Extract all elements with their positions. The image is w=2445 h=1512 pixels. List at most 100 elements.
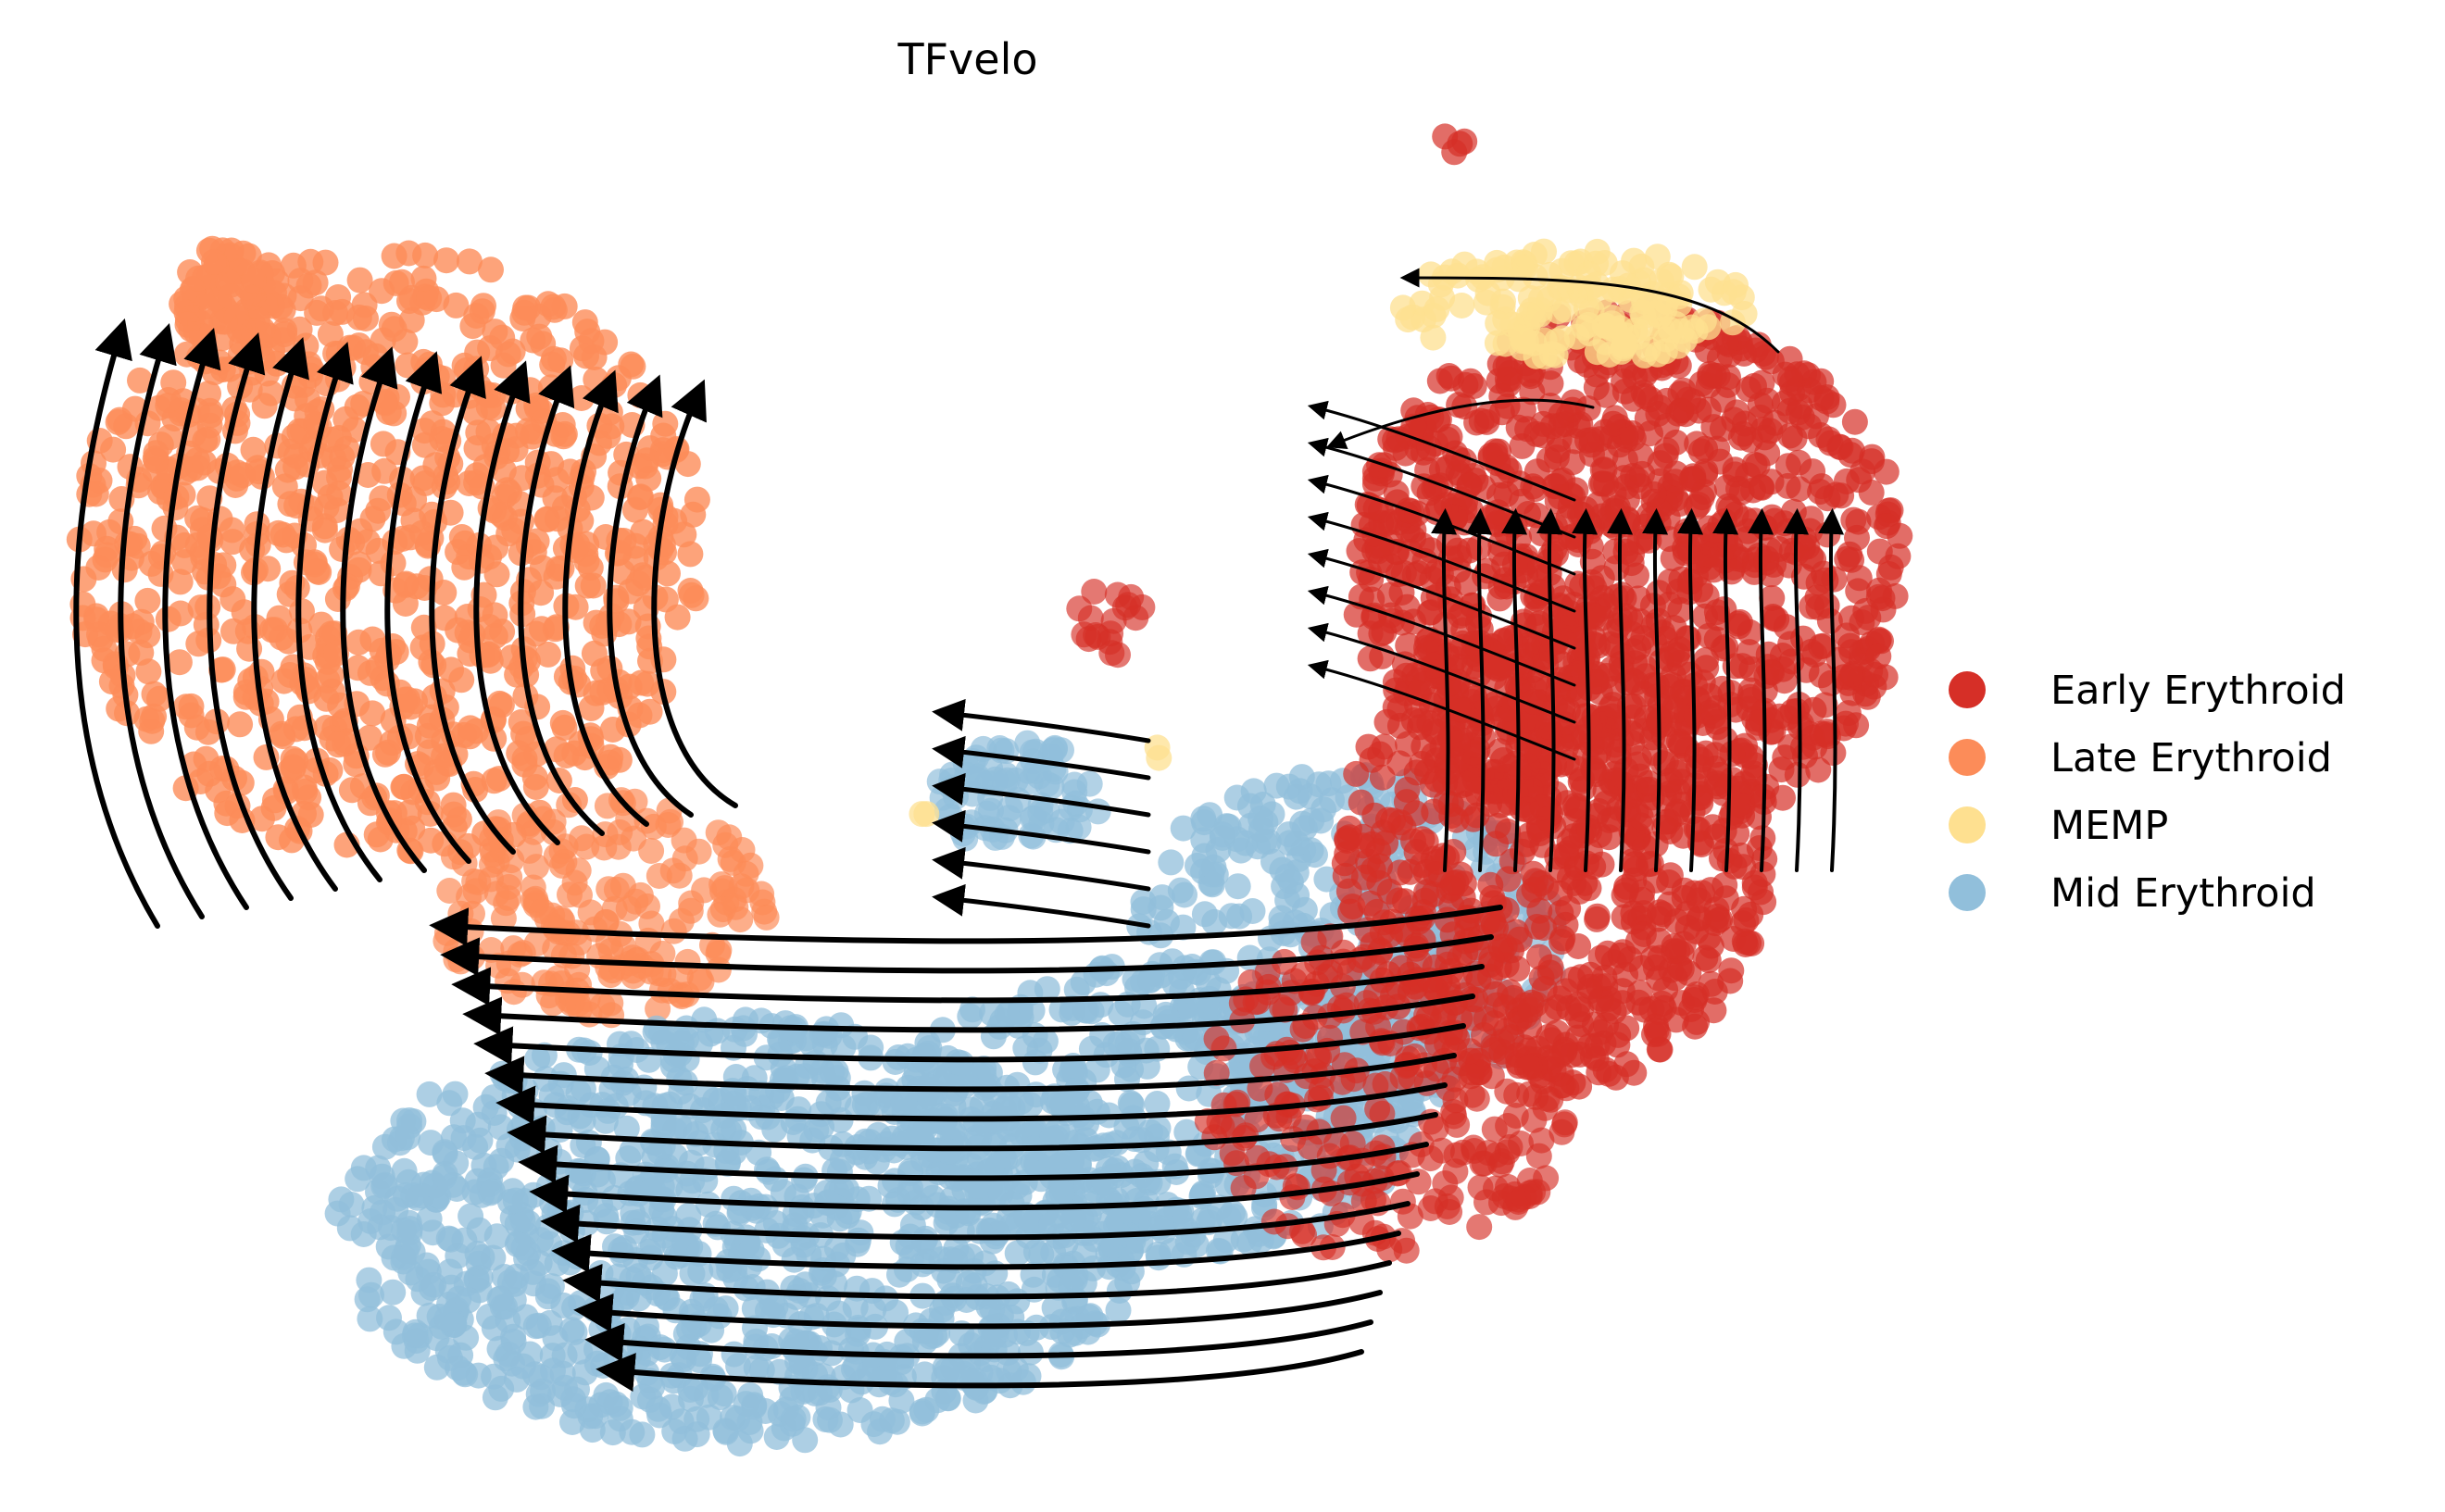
cell-point — [573, 344, 599, 369]
cell-point — [424, 1355, 450, 1381]
cell-point — [1613, 878, 1639, 904]
cell-point — [678, 578, 704, 604]
cell-point — [782, 1247, 808, 1273]
cell-point — [396, 1107, 422, 1133]
cell-point — [646, 863, 672, 889]
cell-point — [764, 1424, 790, 1450]
cell-point — [1673, 401, 1699, 427]
cell-point — [1576, 978, 1602, 1004]
cell-point — [1276, 774, 1302, 800]
cell-point — [708, 871, 734, 897]
cell-point — [705, 1214, 731, 1240]
cell-point — [207, 350, 232, 376]
cell-point — [1160, 948, 1185, 974]
cell-point — [382, 244, 408, 269]
cell-point — [168, 569, 194, 594]
cell-point — [313, 250, 339, 276]
cell-point — [1374, 709, 1400, 735]
cell-point — [575, 573, 601, 599]
cell-point — [1777, 367, 1803, 393]
cell-point — [1844, 525, 1870, 551]
cell-point — [505, 1231, 531, 1257]
cell-point — [792, 1427, 818, 1453]
cell-point — [520, 1259, 546, 1285]
cell-point — [483, 535, 508, 561]
cell-point — [179, 703, 205, 729]
cell-point — [904, 1059, 930, 1085]
cell-point — [185, 266, 211, 292]
cell-point — [218, 283, 244, 309]
cell-point — [359, 700, 385, 726]
cell-point — [1228, 838, 1254, 864]
cell-point — [997, 795, 1023, 821]
cell-point — [721, 1342, 747, 1368]
cell-point — [1149, 884, 1175, 910]
cell-point — [1852, 598, 1878, 624]
cell-point — [656, 812, 682, 838]
cell-point — [1651, 995, 1677, 1021]
cell-point — [1653, 443, 1679, 469]
cell-point — [561, 1294, 587, 1320]
cell-point — [1682, 1014, 1708, 1040]
cell-point — [1799, 458, 1825, 484]
cell-point — [590, 1353, 616, 1379]
cell-point — [1022, 1049, 1048, 1075]
cell-point — [754, 905, 780, 931]
cell-point — [1485, 656, 1511, 682]
cell-point — [156, 606, 182, 632]
cell-point — [1274, 888, 1300, 914]
cell-point — [1806, 594, 1832, 620]
cell-point — [1751, 846, 1777, 872]
chart-title: TFvelo — [896, 34, 1037, 84]
cell-point — [412, 243, 438, 269]
cell-point — [1666, 579, 1692, 605]
cell-point — [1650, 750, 1676, 776]
cell-point — [665, 605, 691, 631]
cell-point — [367, 1214, 393, 1240]
cell-point — [334, 573, 360, 599]
cell-point — [1787, 394, 1813, 419]
cell-point — [1644, 1018, 1670, 1043]
cell-point — [522, 1394, 548, 1420]
cell-point — [1435, 906, 1461, 932]
cell-point — [1753, 550, 1779, 576]
cell-point — [503, 1188, 529, 1214]
cell-point — [1509, 557, 1535, 583]
cell-point — [821, 1157, 847, 1183]
cell-point — [1348, 790, 1374, 816]
cell-point — [219, 529, 245, 555]
cell-point — [1637, 420, 1663, 446]
cell-point — [572, 1187, 598, 1213]
cell-point — [1107, 1278, 1133, 1304]
cell-point — [578, 899, 604, 925]
cell-point — [1558, 525, 1584, 551]
cell-point — [1761, 606, 1787, 631]
cell-point — [1538, 955, 1564, 981]
cell-point — [504, 1367, 530, 1393]
cell-point — [1705, 714, 1731, 740]
cell-point — [882, 1168, 908, 1193]
cell-point — [1106, 1208, 1132, 1234]
cell-point — [1514, 416, 1540, 442]
cell-point — [1673, 522, 1699, 548]
cell-point — [433, 1306, 459, 1331]
cell-point — [1332, 850, 1358, 876]
cell-point — [1600, 411, 1626, 437]
cell-point — [739, 1237, 765, 1263]
cell-point — [1241, 778, 1267, 804]
cell-point — [608, 955, 634, 981]
cell-point — [489, 619, 515, 644]
cell-point — [566, 972, 592, 998]
cell-point — [600, 717, 626, 743]
cell-point — [650, 423, 676, 449]
cell-point — [1730, 910, 1756, 936]
cell-point — [376, 1305, 402, 1331]
cell-point — [96, 519, 122, 545]
cell-point — [337, 1215, 363, 1241]
cell-point — [616, 608, 642, 634]
cell-point — [734, 861, 759, 887]
cell-point — [447, 948, 473, 974]
cell-point — [1220, 1200, 1246, 1226]
cell-point — [395, 353, 420, 379]
